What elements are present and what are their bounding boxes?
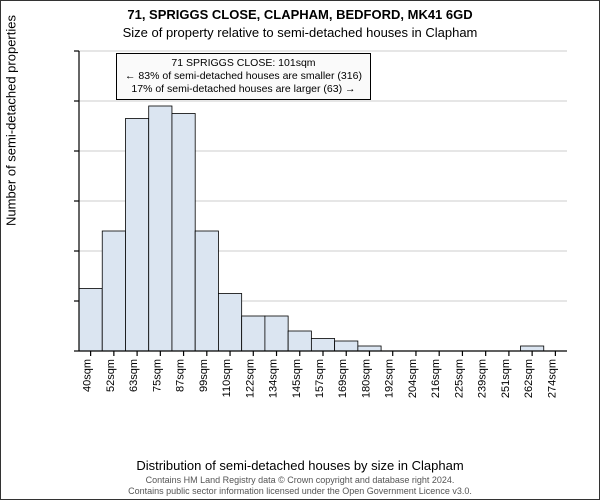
x-tick-label: 145sqm bbox=[291, 359, 303, 398]
histogram-bar bbox=[288, 331, 311, 351]
histogram-svg: 020406080100120 40sqm52sqm63sqm75sqm87sq… bbox=[73, 47, 573, 407]
x-tick-label: 225sqm bbox=[453, 359, 465, 398]
x-tick-label: 63sqm bbox=[128, 359, 140, 392]
histogram-bar bbox=[125, 119, 148, 352]
plot-area: 020406080100120 40sqm52sqm63sqm75sqm87sq… bbox=[73, 47, 573, 407]
x-tick-label: 204sqm bbox=[407, 359, 419, 398]
attribution-line1: Contains HM Land Registry data © Crown c… bbox=[1, 475, 599, 486]
chart-container: 71, SPRIGGS CLOSE, CLAPHAM, BEDFORD, MK4… bbox=[0, 0, 600, 500]
x-tick-label: 52sqm bbox=[105, 359, 117, 392]
histogram-bar bbox=[218, 294, 241, 352]
histogram-bar bbox=[172, 114, 195, 352]
annotation-box: 71 SPRIGGS CLOSE: 101sqm ← 83% of semi-d… bbox=[116, 53, 371, 100]
x-tick-label: 216sqm bbox=[430, 359, 442, 398]
histogram-bar bbox=[335, 341, 358, 351]
histogram-bar bbox=[265, 316, 288, 351]
histogram-bar bbox=[149, 106, 172, 351]
chart-title-line1: 71, SPRIGGS CLOSE, CLAPHAM, BEDFORD, MK4… bbox=[1, 7, 599, 22]
annotation-line1: 71 SPRIGGS CLOSE: 101sqm bbox=[125, 57, 362, 70]
attribution: Contains HM Land Registry data © Crown c… bbox=[1, 475, 599, 497]
attribution-line2: Contains public sector information licen… bbox=[1, 486, 599, 497]
histogram-bar bbox=[358, 346, 381, 351]
x-axis-label: Distribution of semi-detached houses by … bbox=[1, 458, 599, 473]
histogram-bar bbox=[311, 339, 334, 352]
x-tick-label: 180sqm bbox=[360, 359, 372, 398]
histogram-bar bbox=[102, 231, 125, 351]
x-tick-label: 251sqm bbox=[500, 359, 512, 398]
x-tick-label: 262sqm bbox=[523, 359, 535, 398]
x-tick-label: 192sqm bbox=[384, 359, 396, 398]
chart-title-line2: Size of property relative to semi-detach… bbox=[1, 25, 599, 40]
histogram-bar bbox=[521, 346, 544, 351]
annotation-line3: 17% of semi-detached houses are larger (… bbox=[125, 83, 362, 96]
x-tick-label: 110sqm bbox=[221, 359, 233, 397]
annotation-line2: ← 83% of semi-detached houses are smalle… bbox=[125, 70, 362, 83]
x-tick-label: 87sqm bbox=[175, 359, 187, 392]
y-axis-label: Number of semi-detached properties bbox=[4, 15, 19, 226]
x-tick-label: 99sqm bbox=[198, 359, 210, 392]
histogram-bar bbox=[195, 231, 218, 351]
x-tick-label: 157sqm bbox=[314, 359, 326, 398]
x-tick-label: 40sqm bbox=[82, 359, 94, 392]
x-tick-label: 239sqm bbox=[477, 359, 489, 398]
histogram-bar bbox=[79, 289, 102, 352]
x-tick-label: 122sqm bbox=[244, 359, 256, 398]
x-tick-label: 75sqm bbox=[151, 359, 163, 392]
x-tick-label: 169sqm bbox=[337, 359, 349, 398]
x-tick-label: 274sqm bbox=[546, 359, 558, 398]
x-tick-label: 134sqm bbox=[268, 359, 280, 398]
histogram-bar bbox=[242, 316, 265, 351]
